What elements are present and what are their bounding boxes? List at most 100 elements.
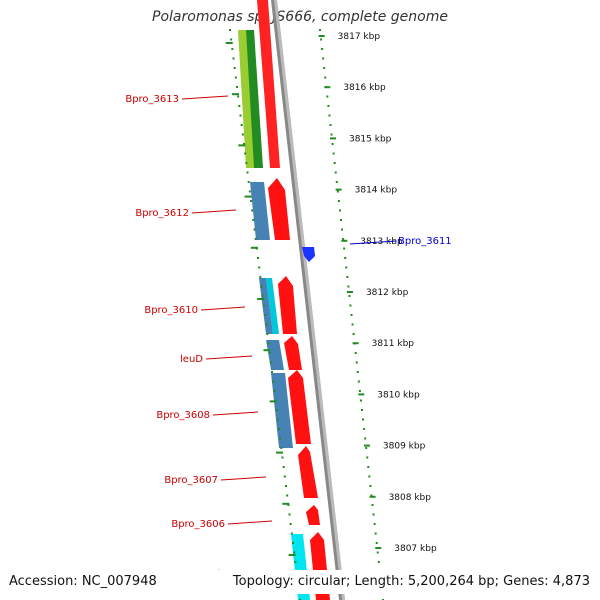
left-ruler-dot — [251, 209, 254, 212]
gene-leader-line — [212, 411, 259, 416]
right-ruler-dot — [337, 200, 340, 202]
right-ruler-dot — [343, 247, 346, 250]
right-ruler-dot — [375, 542, 378, 544]
cds-arrow-red-1 — [257, 0, 280, 168]
left-ruler-dot — [241, 133, 244, 136]
left-ruler-dot — [275, 409, 278, 411]
cds-arrow-red-2 — [268, 178, 290, 240]
gene-label[interactable]: Bpro_3613 — [125, 94, 179, 105]
right-ruler-dot — [332, 152, 335, 155]
kbp-label: 3817 kbp — [338, 32, 381, 42]
gene-label[interactable]: Bpro_3610 — [144, 305, 198, 316]
left-ruler-dot — [260, 285, 263, 288]
right-ruler-dot — [356, 371, 359, 373]
feature-steel-blue-2 — [259, 278, 273, 334]
genome-backbone-highlight — [274, 0, 345, 600]
left-ruler-dot — [239, 114, 242, 117]
left-tick — [244, 195, 252, 198]
right-ruler-dot — [376, 551, 379, 554]
cds-arrow-red-4 — [284, 336, 302, 370]
left-ruler-dot — [281, 456, 284, 459]
right-ruler-dot — [333, 162, 336, 164]
left-ruler-dot — [293, 551, 296, 554]
kbp-label: 3812 kbp — [366, 288, 409, 298]
right-ruler-dot — [352, 333, 355, 335]
cds-arrow-red-6 — [298, 446, 318, 498]
right-ruler-dot — [351, 323, 354, 326]
kbp-label: 3810 kbp — [377, 390, 420, 400]
gene-leader-line — [227, 520, 273, 525]
kbp-label: 3811 kbp — [372, 339, 415, 349]
left-ruler-dot — [245, 162, 248, 164]
gene-label[interactable]: Bpro_3608 — [156, 410, 210, 421]
left-ruler-dot — [252, 219, 255, 221]
left-tick — [263, 349, 271, 352]
left-ruler-dot — [248, 190, 251, 193]
left-tick — [225, 42, 233, 44]
kbp-tick — [358, 393, 365, 396]
map-title: Polaromonas sp. JS666, complete genome — [152, 9, 448, 25]
feature-steel-blue-4 — [271, 373, 293, 448]
gene-label[interactable]: Bpro_3612 — [135, 208, 189, 219]
right-ruler-dot — [367, 466, 370, 468]
left-ruler-dot — [292, 542, 294, 544]
right-ruler-dot — [366, 456, 369, 459]
left-ruler-dot — [268, 352, 271, 354]
kbp-label: 3814 kbp — [355, 186, 398, 196]
left-ruler-dot — [265, 323, 268, 326]
left-ruler-dot — [278, 428, 280, 430]
right-ruler-dot — [369, 485, 372, 487]
gene-label[interactable]: Bpro_3611 — [398, 236, 452, 247]
cds-arrow-red-3 — [278, 276, 297, 334]
gene-label[interactable]: leuD — [180, 354, 203, 365]
feature-cyan-1 — [266, 278, 279, 334]
gene-label[interactable]: Bpro_3607 — [164, 475, 218, 486]
right-ruler-dot — [377, 561, 380, 563]
left-ruler-dot — [230, 38, 233, 41]
left-ruler-dot — [261, 295, 264, 297]
gene-leader-line — [191, 209, 237, 214]
left-tick — [288, 554, 296, 556]
kbp-tick — [335, 188, 342, 191]
left-ruler-dot — [237, 95, 240, 98]
tick-ruler-right — [319, 29, 384, 600]
gene-leader-line — [200, 306, 246, 311]
cds-arrow-red-5 — [288, 370, 311, 444]
right-ruler-dot — [370, 494, 373, 497]
kbp-label: 3808 kbp — [389, 493, 432, 503]
kbp-label: 3809 kbp — [383, 442, 426, 452]
kbp-tick — [369, 495, 376, 498]
right-ruler-dot — [374, 532, 377, 535]
right-ruler-dot — [346, 276, 349, 278]
kbp-tick — [375, 547, 382, 549]
left-tick — [282, 502, 290, 505]
feature-blue-bpro3611 — [302, 247, 315, 262]
left-tick — [238, 144, 246, 147]
left-ruler-dot — [290, 532, 293, 535]
left-ruler-dot — [233, 67, 236, 69]
kbp-tick — [329, 137, 336, 140]
left-ruler-dot — [258, 266, 261, 269]
gene-leader-line — [220, 476, 267, 481]
right-ruler-dot — [321, 48, 324, 50]
left-ruler-dot — [279, 437, 282, 440]
right-ruler-dot — [334, 171, 337, 174]
left-ruler-dot — [246, 171, 249, 174]
left-ruler-dot — [294, 561, 297, 563]
gene-leader-line — [181, 95, 229, 100]
left-ruler-dot — [259, 276, 262, 278]
gene-label[interactable]: Bpro_3606 — [171, 519, 225, 530]
kbp-tick — [324, 86, 331, 89]
right-ruler-dot — [373, 523, 376, 525]
right-ruler-dot — [320, 38, 323, 41]
right-ruler-dot — [327, 105, 330, 107]
left-ruler-dot — [286, 494, 289, 497]
left-ruler-dot — [264, 314, 266, 316]
left-ruler-dot — [247, 181, 250, 183]
left-ruler-dot — [271, 371, 273, 373]
right-ruler-dot — [364, 437, 367, 440]
left-ruler-dot — [240, 124, 243, 126]
left-ruler-dot — [238, 105, 241, 107]
right-ruler-dot — [348, 295, 351, 297]
